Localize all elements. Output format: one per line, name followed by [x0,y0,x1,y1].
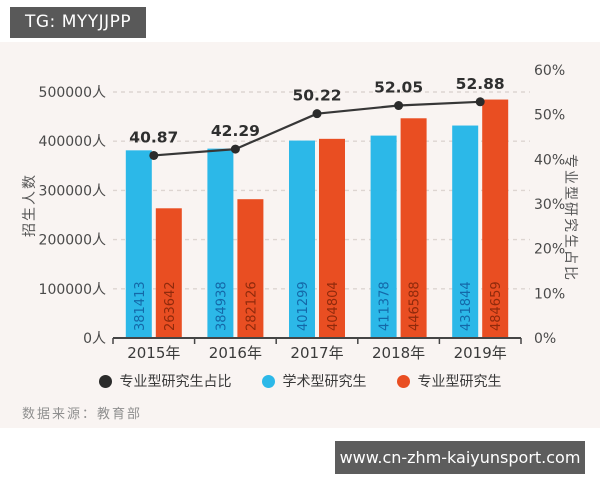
left-axis-title: 招生人数 [22,173,38,237]
right-axis-title: 专业型研究生占比 [562,154,578,282]
bar-professional-4 [482,99,509,338]
bar-professional-3 [400,118,427,338]
right-axis-tick-label: 60% [534,63,565,79]
left-axis-tick-label: 300000人 [39,183,106,199]
bar-academic-3 [370,135,397,338]
right-axis-tick-label: 0% [534,331,556,347]
trend-value-label: 50.22 [292,87,341,105]
bar-professional-2 [319,138,345,338]
telegram-badge: TG: MYYJJPP [10,7,147,38]
bar-value-label: 282126 [244,281,259,331]
data-source-note: 数据来源：教育部 [22,407,143,422]
legend-dot-icon [98,374,112,388]
bar-value-label: 384938 [214,281,229,331]
bar-professional-1 [237,199,264,338]
left-axis-tick-label: 200000人 [39,233,106,249]
trend-value-label: 52.05 [374,79,423,97]
right-axis-tick-label: 20% [534,242,565,258]
legend-item-2: 专业型研究生 [396,371,502,391]
trend-dot [149,150,159,160]
right-axis-tick-label: 40% [534,152,565,168]
bar-value-label: 404804 [326,281,341,331]
bar-value-label: 263642 [163,281,178,331]
trend-value-label: 42.29 [211,122,260,140]
bar-value-label: 484659 [489,281,504,331]
bar-value-label: 381413 [133,281,148,331]
trend-dot [475,97,485,107]
bar-value-label: 446588 [408,281,423,331]
legend-item-label: 专业型研究生占比 [119,374,232,390]
left-axis-tick-label: 100000人 [39,282,106,298]
bar-academic-2 [289,140,315,338]
bar-academic-0 [125,150,152,338]
bar-value-label: 401299 [296,281,311,331]
x-axis-label: 2019年 [454,344,507,362]
trend-dot [312,109,322,119]
legend-dot-icon [261,374,275,388]
trend-dot [230,144,240,154]
trend-value-label: 52.88 [456,75,505,93]
bar-value-label: 431844 [459,281,474,331]
left-axis-tick-label: 400000人 [39,134,106,150]
legend-item-label: 学术型研究生 [282,374,367,390]
x-axis-label: 2015年 [127,344,180,362]
left-axis-tick-label: 0人 [83,331,106,347]
right-axis-tick-label: 50% [534,108,565,124]
website-watermark: www.cn-zhm-kaiyunsport.com [335,441,585,474]
bar-academic-4 [452,125,479,339]
x-axis-label: 2016年 [209,344,262,362]
legend-item-1: 学术型研究生 [261,371,367,391]
bar-professional-0 [155,208,182,338]
trend-value-label: 40.87 [129,128,178,146]
right-axis-tick-label: 10% [534,286,565,302]
bar-academic-1 [207,148,234,338]
legend-dot-icon [396,374,410,388]
chart-legend: 专业型研究生占比 学术型研究生 专业型研究生 [0,371,600,391]
bar-value-label: 411378 [378,281,393,331]
right-axis-tick-label: 30% [534,197,565,213]
legend-item-0: 专业型研究生占比 [98,371,232,391]
legend-item-label: 专业型研究生 [417,374,502,390]
trend-dot [394,101,404,111]
x-axis-label: 2018年 [372,344,425,362]
left-axis-tick-label: 500000人 [39,85,106,101]
x-axis-label: 2017年 [290,344,343,362]
